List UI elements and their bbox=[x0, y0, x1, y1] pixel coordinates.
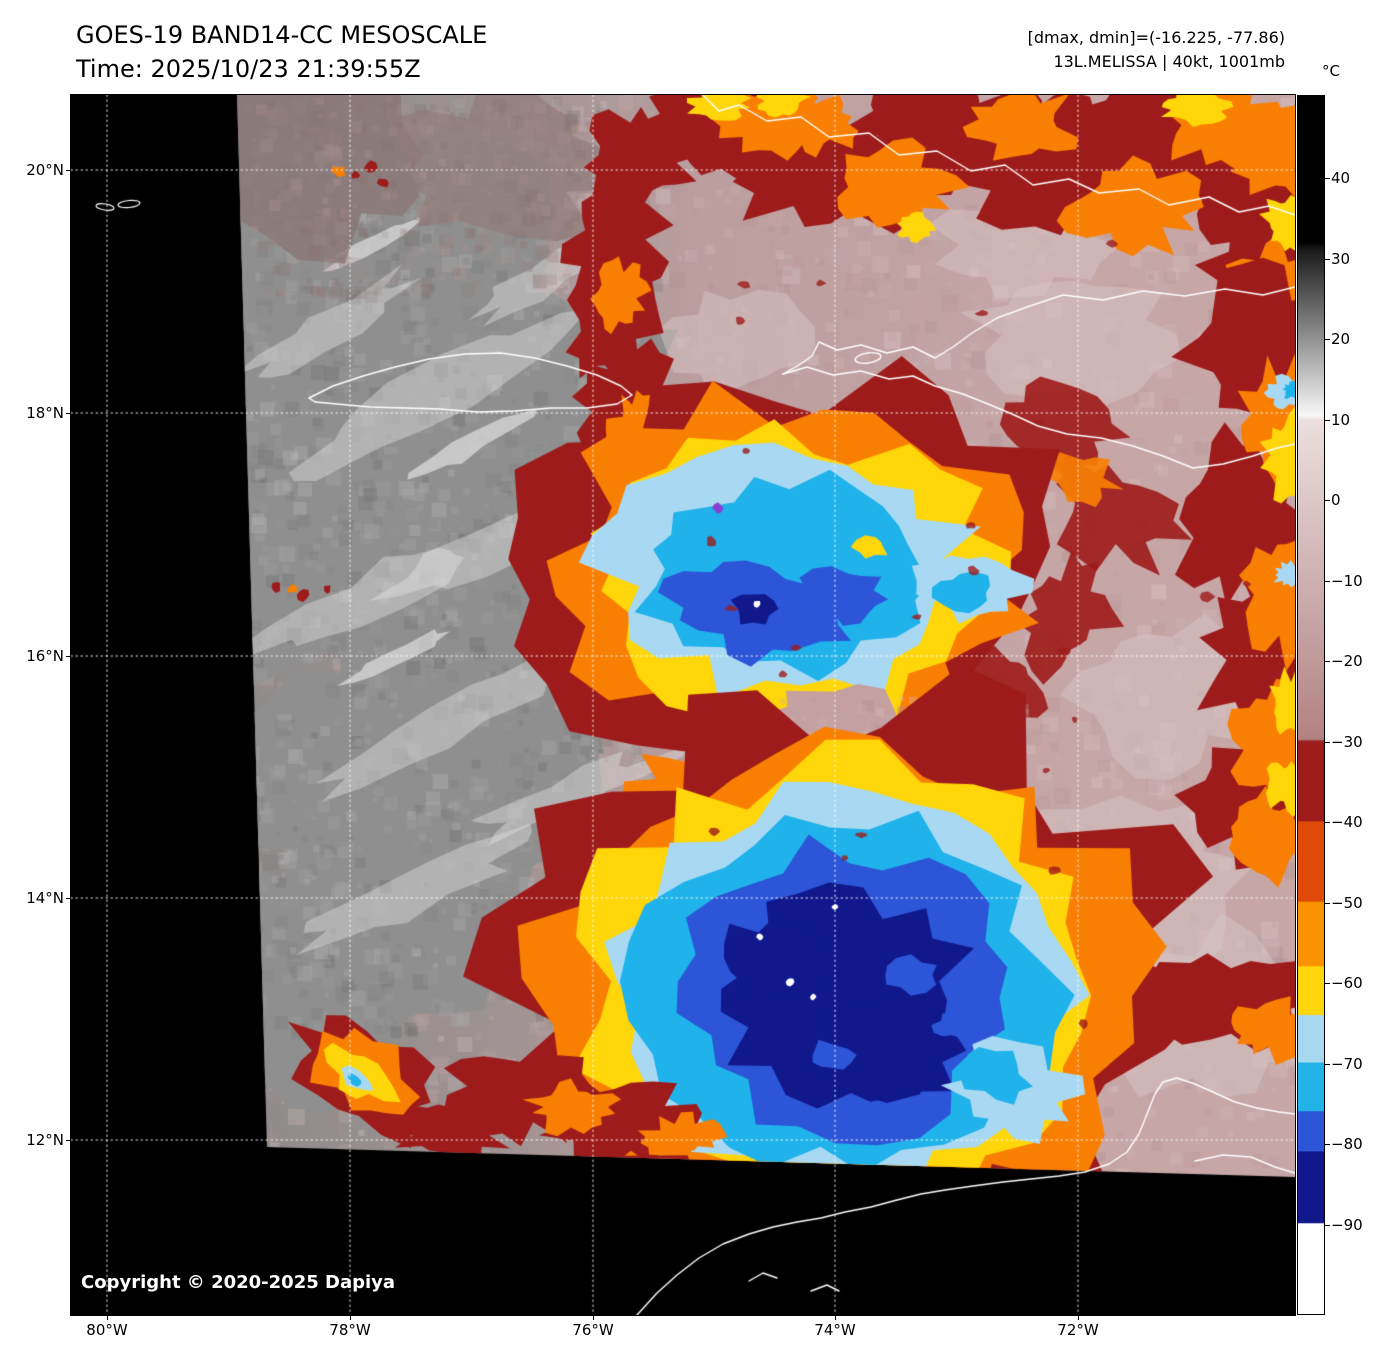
lon-tick-label: 80°W bbox=[86, 1321, 128, 1339]
lat-tick-label: 16°N bbox=[26, 647, 64, 665]
lat-tick-labels: 20°N 18°N 16°N 14°N 12°N bbox=[0, 0, 64, 1359]
copyright-label: Copyright © 2020-2025 Dapiya bbox=[81, 1272, 396, 1293]
colorbar-tick-mark bbox=[1325, 741, 1330, 743]
data-range-label: [dmax, dmin]=(-16.225, -77.86) bbox=[1027, 28, 1285, 47]
axis-tick bbox=[1078, 1315, 1079, 1320]
colorbar-tick-mark bbox=[1325, 339, 1330, 340]
colorbar-tick-label: −60 bbox=[1331, 974, 1363, 992]
annotation-block: [dmax, dmin]=(-16.225, -77.86) 13L.MELIS… bbox=[1028, 26, 1285, 74]
colorbar-unit-label: °C bbox=[1322, 62, 1340, 80]
axis-tick bbox=[107, 1315, 108, 1320]
colorbar bbox=[1297, 95, 1325, 1315]
colorbar-tick-mark bbox=[1325, 500, 1330, 501]
lon-tick-label: 76°W bbox=[572, 1321, 614, 1339]
satellite-map-canvas bbox=[70, 94, 1296, 1316]
colorbar-tick-mark bbox=[1325, 822, 1330, 823]
title-block: GOES-19 BAND14-CC MESOSCALE Time: 2025/1… bbox=[76, 18, 487, 86]
axis-tick bbox=[66, 1140, 71, 1141]
colorbar-tick-mark bbox=[1325, 1063, 1330, 1065]
colorbar-tick-mark bbox=[1325, 178, 1330, 179]
lon-tick-label: 72°W bbox=[1057, 1321, 1099, 1339]
colorbar-tick-label: −10 bbox=[1331, 571, 1363, 590]
colorbar-tick-mark bbox=[1325, 419, 1330, 421]
colorbar-tick-label: 20 bbox=[1331, 330, 1351, 348]
figure-title: GOES-19 BAND14-CC MESOSCALE bbox=[76, 21, 488, 49]
axis-tick bbox=[66, 898, 71, 899]
axis-tick bbox=[593, 1315, 594, 1320]
figure-time: Time: 2025/10/23 21:39:55Z bbox=[76, 55, 421, 83]
axis-tick bbox=[66, 170, 71, 171]
colorbar-tick-label: −30 bbox=[1331, 732, 1363, 751]
axis-tick bbox=[66, 656, 71, 657]
colorbar-tick-label: −40 bbox=[1331, 813, 1363, 831]
colorbar-tick-label: 0 bbox=[1331, 491, 1341, 509]
colorbar-gradient bbox=[1298, 96, 1324, 1314]
lon-tick-label: 74°W bbox=[814, 1321, 856, 1339]
colorbar-tick-label: −70 bbox=[1331, 1054, 1363, 1073]
colorbar-tick-mark bbox=[1325, 580, 1330, 582]
lat-tick-label: 20°N bbox=[26, 161, 64, 179]
colorbar-tick-label: −90 bbox=[1331, 1215, 1363, 1234]
lon-tick-labels: 80°W 78°W 76°W 74°W 72°W bbox=[0, 1321, 1390, 1343]
colorbar-tick-labels: 40 30 20 10 0 −10 −20 −30 −40 −50 −60 −70 −80 −90 bbox=[1325, 95, 1386, 1315]
colorbar-tick-label: 10 bbox=[1331, 410, 1351, 429]
storm-info-label: 13L.MELISSA | 40kt, 1001mb bbox=[1053, 52, 1285, 71]
colorbar-tick-label: −20 bbox=[1331, 652, 1363, 670]
axis-tick bbox=[350, 1315, 351, 1320]
colorbar-tick-label: 40 bbox=[1331, 169, 1351, 187]
colorbar-tick-label: −50 bbox=[1331, 893, 1363, 912]
colorbar-tick-mark bbox=[1325, 661, 1330, 662]
lat-tick-label: 18°N bbox=[26, 404, 64, 422]
colorbar-tick-label: 30 bbox=[1331, 249, 1351, 268]
lat-tick-label: 14°N bbox=[26, 889, 64, 907]
axis-tick bbox=[66, 413, 71, 414]
lat-tick-label: 12°N bbox=[26, 1131, 64, 1149]
colorbar-tick-mark bbox=[1325, 1144, 1330, 1145]
axis-tick bbox=[835, 1315, 836, 1320]
colorbar-tick-mark bbox=[1325, 258, 1330, 260]
lon-tick-label: 78°W bbox=[329, 1321, 371, 1339]
colorbar-tick-mark bbox=[1325, 902, 1330, 904]
colorbar-tick-mark bbox=[1325, 983, 1330, 984]
colorbar-tick-mark bbox=[1325, 1224, 1330, 1226]
colorbar-tick-label: −80 bbox=[1331, 1135, 1363, 1153]
